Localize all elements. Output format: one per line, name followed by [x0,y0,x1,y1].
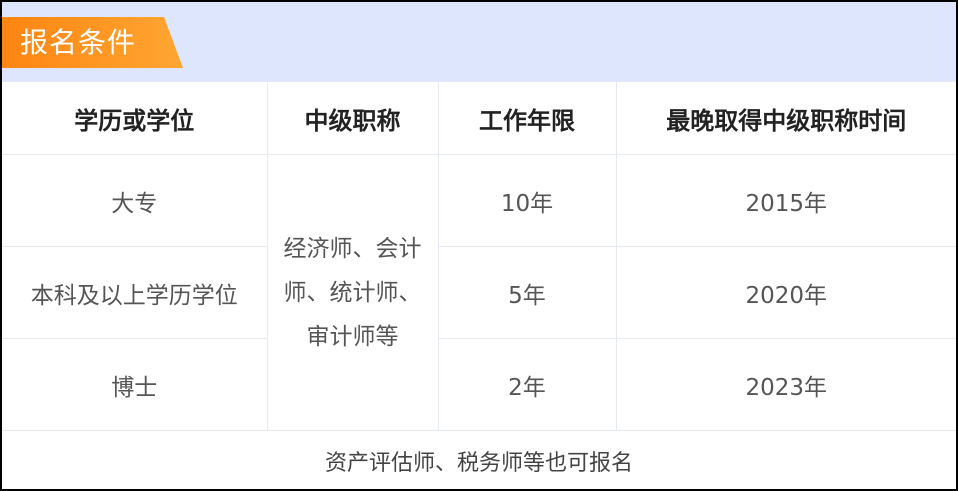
deadline-cell: 2023年 [615,338,956,431]
header-deadline: 最晚取得中级职称时间 [615,81,956,155]
years-cell: 2年 [437,338,617,431]
section-title-tag: 报名条件 [2,17,183,68]
header-degree: 学历或学位 [2,81,268,155]
years-cell: 5年 [437,246,617,339]
years-cell: 10年 [437,154,617,247]
table-row: 本科及以上学历学位 5年 2020年 [2,246,956,339]
table-row: 大专 经济师、会计师、统计师、审计师等 10年 2015年 [2,154,956,431]
degree-cell: 博士 [2,338,268,431]
deadline-cell: 2015年 [615,154,956,247]
header-title: 中级职称 [266,81,439,155]
requirements-table: 学历或学位 中级职称 工作年限 最晚取得中级职称时间 大专 经济师、会计师、统计… [2,81,956,491]
title-cell: 经济师、会计师、统计师、审计师等 [266,154,439,431]
table-header-row: 学历或学位 中级职称 工作年限 最晚取得中级职称时间 [2,81,956,155]
header-band: 报名条件 [2,2,956,81]
header-years: 工作年限 [437,81,617,155]
deadline-cell: 2020年 [615,246,956,339]
degree-cell: 大专 [2,154,268,247]
footer-note: 资产评估师、税务师等也可报名 [2,430,956,491]
degree-cell: 本科及以上学历学位 [2,246,268,339]
table-row: 博士 2年 2023年 [2,338,956,431]
footer-row: 资产评估师、税务师等也可报名 [2,430,956,491]
